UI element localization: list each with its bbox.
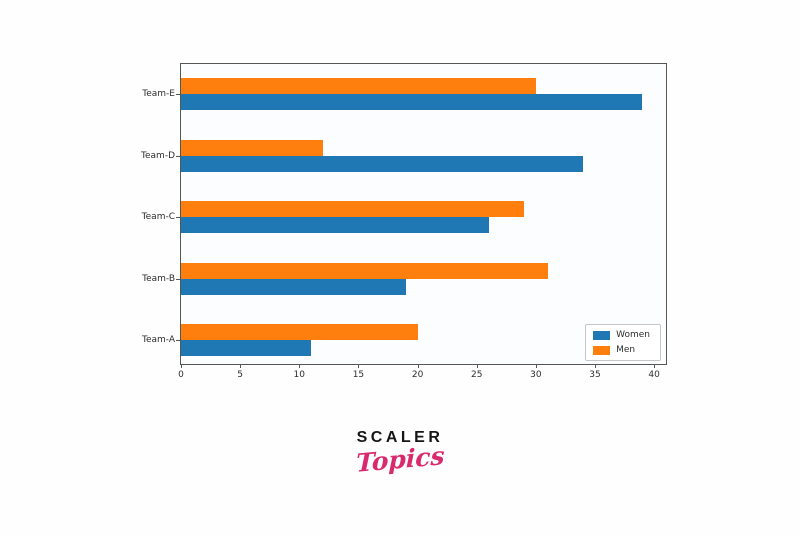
x-axis-tick [595,364,597,368]
y-axis-tick [176,217,180,218]
bar-women-team-e [181,94,643,110]
y-axis-label-team-e: Team-E [142,89,175,99]
bar-women-team-a [181,340,312,356]
y-axis-tick [176,278,180,280]
x-axis-tick [299,364,301,368]
x-axis-tick [240,364,242,368]
y-axis-tick [176,340,180,341]
scaler-topics-logo: SCALER Topics [0,429,800,478]
bar-men-team-b [181,262,548,279]
bar-men-team-e [181,78,536,94]
legend-item-men: Men [593,345,650,355]
y-axis-label-team-a: Team-A [142,335,175,345]
plot-area: Team-E Team-D Team-C Team-B Team-A 0 5 10 15 20 25… [141,63,667,380]
y-axis-tick [176,94,180,95]
y-axis-tick [176,155,180,157]
legend: Women Men [585,324,661,361]
y-axis-label-team-c: Team-C [141,212,175,222]
y-axis-label-team-b: Team-B [142,273,175,284]
legend-swatch-women [593,330,611,340]
bar-women-team-c [181,217,489,233]
x-axis-label-5: 5 [237,370,244,380]
x-axis-label-30: 30 [530,370,542,380]
x-axis-tick [535,364,537,368]
bar-women-team-b [181,278,406,295]
y-axis-label-team-d: Team-D [141,150,175,161]
x-axis-tick [654,364,656,368]
x-axis-label-10: 10 [293,370,306,380]
legend-item-women: Women [593,330,650,340]
legend-label-women: Women [616,330,650,340]
x-axis-tick [181,364,182,368]
x-axis-tick [358,364,360,368]
bar-men-team-c [181,201,525,217]
bar-men-team-a [181,324,418,340]
x-axis-label-0: 0 [178,370,184,380]
legend-swatch-men [593,345,611,355]
x-axis-label-35: 35 [589,370,601,380]
bar-women-team-d [181,155,584,172]
x-axis-label-40: 40 [648,370,660,380]
x-axis-label-25: 25 [470,370,483,380]
legend-label-men: Men [616,345,636,355]
bar-men-team-d [181,139,323,156]
x-axis-tick [417,364,419,368]
x-axis-label-15: 15 [352,370,365,380]
x-axis-tick [476,364,478,368]
brand-script-wordmark: Topics [355,441,445,478]
x-axis-label-20: 20 [411,370,424,380]
brand-wordmark: SCALER [356,429,444,446]
